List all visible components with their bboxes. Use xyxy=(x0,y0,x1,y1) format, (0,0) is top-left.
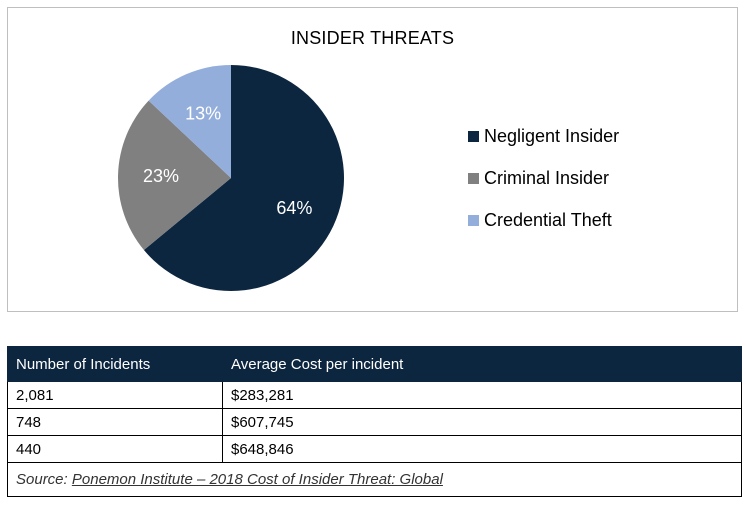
table-cell: 748 xyxy=(7,408,223,436)
pie-slice-negligent-insider xyxy=(143,65,344,292)
legend-label: Negligent Insider xyxy=(484,125,620,146)
legend-swatch xyxy=(468,172,479,184)
table-row: 440 $648,846 xyxy=(7,435,742,463)
table-cell: 2,081 xyxy=(7,381,223,409)
table-cell: $648,846 xyxy=(222,435,742,463)
pie-slice-criminal-insider xyxy=(117,100,231,251)
table-header-row: Number of Incidents Average Cost per inc… xyxy=(7,346,742,382)
incidents-table: Number of Incidents Average Cost per inc… xyxy=(7,346,742,497)
pie-data-label: 13% xyxy=(185,104,221,124)
table-cell: $283,281 xyxy=(222,381,742,409)
legend-item-negligent-insider: Negligent Insider xyxy=(468,126,619,146)
column-header-incidents: Number of Incidents xyxy=(7,346,223,382)
legend-swatch xyxy=(468,214,479,226)
legend-label: Criminal Insider xyxy=(484,167,610,188)
legend-item-credential-theft: Credential Theft xyxy=(468,210,619,230)
legend-label: Credential Theft xyxy=(484,209,612,230)
table-cell: 440 xyxy=(7,435,223,463)
source-link[interactable]: Ponemon Institute – 2018 Cost of Insider… xyxy=(71,471,443,488)
pie-data-label: 23% xyxy=(143,166,179,186)
source-prefix: Source: xyxy=(16,471,68,488)
legend-item-criminal-insider: Criminal Insider xyxy=(468,168,619,188)
chart-container: INSIDER THREATS 64% 23% 13% Negligent Insi… xyxy=(7,7,738,312)
table-row: 748 $607,745 xyxy=(7,408,742,436)
source-row: Source: Ponemon Institute – 2018 Cost of… xyxy=(7,462,742,497)
table-row: 2,081 $283,281 xyxy=(7,381,742,409)
chart-title: INSIDER THREATS xyxy=(290,28,455,48)
column-header-average-cost: Average Cost per incident xyxy=(222,346,742,382)
pie-chart: 64% 23% 13% xyxy=(117,65,344,292)
source-note: Source: Ponemon Institute – 2018 Cost of… xyxy=(7,462,742,497)
pie-data-label: 64% xyxy=(276,198,312,218)
table-cell: $607,745 xyxy=(222,408,742,436)
chart-legend: Negligent Insider Criminal Insider Crede… xyxy=(468,126,619,252)
pie-slice-credential-theft xyxy=(148,65,231,178)
legend-swatch xyxy=(468,130,479,142)
